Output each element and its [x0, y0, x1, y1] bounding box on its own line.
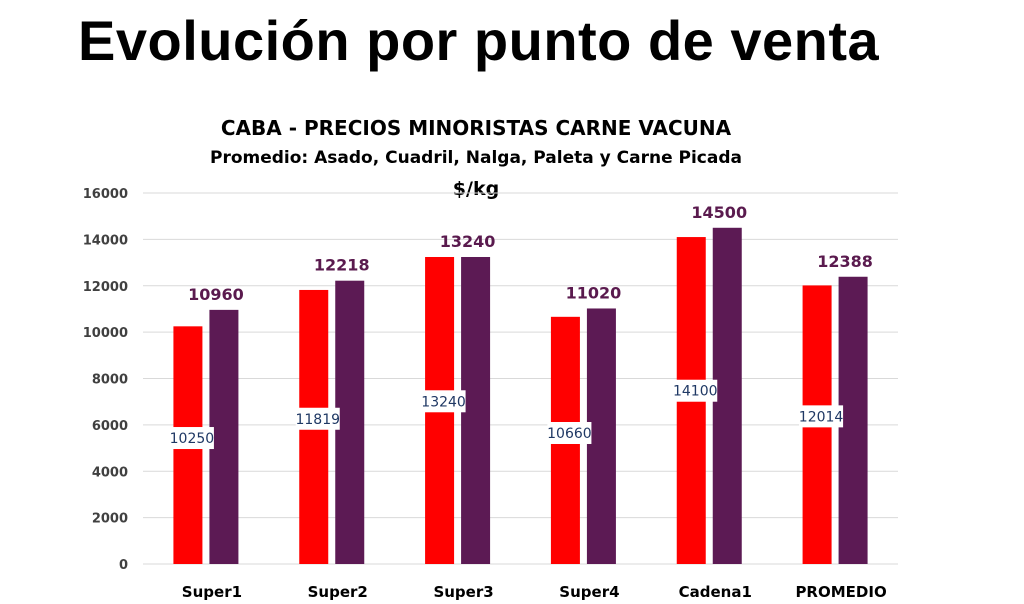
y-tick-label: 8000 [92, 373, 128, 388]
data-label-box [673, 379, 718, 402]
data-label: 11020 [566, 283, 622, 302]
y-tick-label: 6000 [92, 419, 128, 434]
chart-title: CABA - PRECIOS MINORISTAS CARNE VACUNA [220, 116, 732, 140]
data-label: 13240 [421, 394, 466, 410]
bar [209, 309, 239, 564]
y-tick-label: 12000 [83, 280, 128, 295]
bar [586, 308, 616, 564]
data-label-box [295, 407, 340, 430]
x-tick-label: Cadena1 [679, 583, 752, 601]
x-tick-label: Super4 [559, 583, 619, 601]
data-label: 10660 [547, 426, 592, 442]
x-tick-label: Super2 [308, 583, 368, 601]
y-tick-label: 0 [119, 558, 128, 573]
y-tick-label: 16000 [83, 187, 128, 202]
data-label: 12014 [799, 409, 844, 425]
bar [838, 276, 868, 564]
y-axis: 0 2000 4000 6000 8000 10000 12000 14000 16000 [83, 187, 128, 573]
data-labels: 10250 10960 11819 12218 13240 13240 10660 11020… [169, 203, 873, 450]
y-tick-label: 4000 [92, 465, 128, 480]
data-label: 10960 [188, 285, 244, 304]
x-tick-label: Super3 [433, 583, 493, 601]
gridlines [143, 192, 898, 565]
bar [335, 280, 365, 564]
y-tick-label: 2000 [92, 512, 128, 527]
x-tick-label: Super1 [182, 583, 242, 601]
bar [461, 256, 491, 564]
slide-title: Evolución por punto de venta [78, 9, 880, 72]
data-label: 12218 [314, 256, 370, 275]
data-label: 14100 [673, 384, 718, 400]
x-tick-label: PROMEDIO [795, 583, 886, 601]
data-label-box [547, 421, 592, 444]
data-label: 13240 [440, 232, 496, 251]
chart-unit-label: $/kg [452, 178, 500, 200]
x-axis: Super1 Super2 Super3 Super4 Cadena1 PROMEDIO [182, 583, 887, 601]
data-label: 14500 [691, 203, 747, 222]
chart-subtitle: Promedio: Asado, Cuadril, Nalga, Paleta … [209, 148, 742, 168]
data-label-box [799, 405, 844, 428]
data-label: 11819 [295, 412, 340, 428]
data-label: 10250 [170, 431, 215, 447]
bars [173, 227, 868, 564]
bar [712, 227, 742, 564]
y-tick-label: 10000 [83, 326, 128, 341]
data-label: 12388 [817, 252, 873, 271]
y-tick-label: 14000 [83, 233, 128, 248]
data-label-box [169, 427, 214, 450]
data-label-box [421, 390, 466, 413]
